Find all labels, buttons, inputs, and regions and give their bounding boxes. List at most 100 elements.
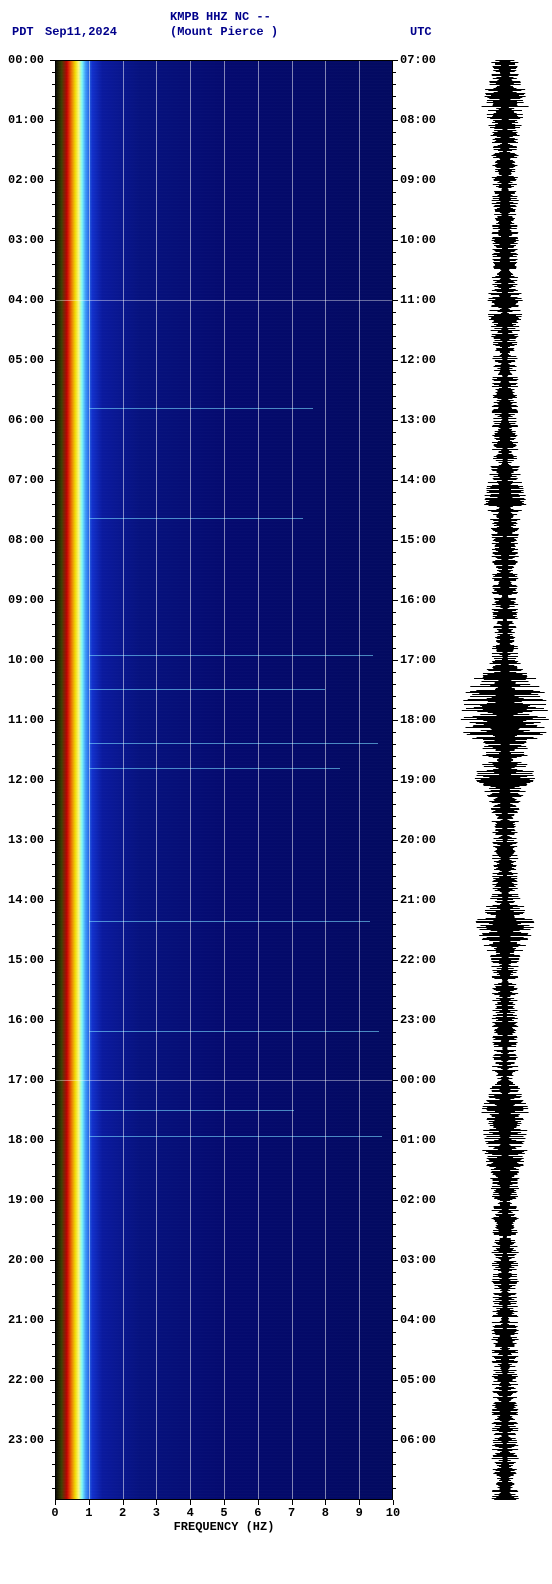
y-left-tick-label: 14:00 [8,893,44,907]
y-right-tick-label: 01:00 [400,1133,436,1147]
y-left-minor-tick [52,72,55,73]
y-left-minor-tick [52,156,55,157]
y-right-tick [393,420,398,421]
y-right-minor-tick [393,1236,396,1237]
y-left-tick [50,1260,55,1261]
y-right-minor-tick [393,1056,396,1057]
y-left-minor-tick [52,132,55,133]
y-left-minor-tick [52,1044,55,1045]
y-left-minor-tick [52,816,55,817]
y-right-tick-label: 10:00 [400,233,436,247]
x-tick-label: 0 [51,1506,58,1520]
y-left-minor-tick [52,1404,55,1405]
y-right-minor-tick [393,156,396,157]
y-left-minor-tick [52,1344,55,1345]
y-left-tick [50,1200,55,1201]
y-right-tick-label: 14:00 [400,473,436,487]
y-right-tick-label: 21:00 [400,893,436,907]
y-left-minor-tick [52,1284,55,1285]
y-left-minor-tick [52,432,55,433]
y-left-tick-label: 21:00 [8,1313,44,1327]
y-left-minor-tick [52,588,55,589]
y-right-minor-tick [393,1092,396,1093]
y-right-minor-tick [393,816,396,817]
y-right-minor-tick [393,84,396,85]
x-tick-label: 2 [119,1506,126,1520]
y-right-tick [393,1260,398,1261]
y-right-tick-label: 19:00 [400,773,436,787]
y-right-minor-tick [393,852,396,853]
y-left-tick [50,1320,55,1321]
y-right-tick [393,1440,398,1441]
y-left-minor-tick [52,828,55,829]
y-right-tick [393,180,398,181]
y-left-minor-tick [52,984,55,985]
y-left-minor-tick [52,192,55,193]
y-right-minor-tick [393,624,396,625]
y-right-minor-tick [393,1128,396,1129]
y-right-tick-label: 16:00 [400,593,436,607]
y-left-minor-tick [52,1164,55,1165]
y-left-tick-label: 09:00 [8,593,44,607]
y-right-minor-tick [393,1332,396,1333]
y-right-minor-tick [393,264,396,265]
y-left-tick [50,1080,55,1081]
y-left-minor-tick [52,228,55,229]
y-right-minor-tick [393,1176,396,1177]
y-left-minor-tick [52,1476,55,1477]
y-left-minor-tick [52,1128,55,1129]
y-right-minor-tick [393,384,396,385]
spectrogram-streak [89,1031,379,1032]
x-tick [393,1500,394,1505]
y-left-minor-tick [52,456,55,457]
y-left-minor-tick [52,528,55,529]
grid-v-line [190,60,191,1500]
y-right-tick-label: 17:00 [400,653,436,667]
y-right-tick [393,900,398,901]
y-right-tick [393,540,398,541]
y-right-minor-tick [393,1308,396,1309]
y-right-minor-tick [393,684,396,685]
y-left-tick-label: 05:00 [8,353,44,367]
y-right-minor-tick [393,1356,396,1357]
y-left-minor-tick [52,1488,55,1489]
x-tick [55,1500,56,1505]
y-right-tick-label: 11:00 [400,293,436,307]
y-right-minor-tick [393,348,396,349]
grid-v-line [156,60,157,1500]
y-left-tick-label: 10:00 [8,653,44,667]
y-left-minor-tick [52,516,55,517]
y-left-minor-tick [52,1176,55,1177]
y-left-minor-tick [52,1008,55,1009]
y-right-tick [393,960,398,961]
y-right-minor-tick [393,372,396,373]
y-right-minor-tick [393,708,396,709]
y-right-minor-tick [393,804,396,805]
y-left-minor-tick [52,1332,55,1333]
y-right-minor-tick [393,1224,396,1225]
y-right-minor-tick [393,168,396,169]
y-right-minor-tick [393,768,396,769]
y-right-minor-tick [393,204,396,205]
grid-v-line [123,60,124,1500]
y-right-minor-tick [393,648,396,649]
y-right-minor-tick [393,1296,396,1297]
y-right-minor-tick [393,444,396,445]
y-left-tick-label: 11:00 [8,713,44,727]
x-tick-label: 1 [85,1506,92,1520]
y-right-minor-tick [393,324,396,325]
y-right-minor-tick [393,888,396,889]
y-left-tick-label: 00:00 [8,53,44,67]
y-left-minor-tick [52,696,55,697]
y-left-minor-tick [52,1092,55,1093]
y-left-minor-tick [52,648,55,649]
y-right-minor-tick [393,1476,396,1477]
x-tick-label: 10 [386,1506,400,1520]
x-axis-title: FREQUENCY (HZ) [174,1520,275,1534]
spectrogram-plot [55,60,393,1500]
y-left-minor-tick [52,348,55,349]
y-left-tick [50,420,55,421]
y-left-tick [50,60,55,61]
y-left-tick [50,660,55,661]
y-left-tick [50,240,55,241]
